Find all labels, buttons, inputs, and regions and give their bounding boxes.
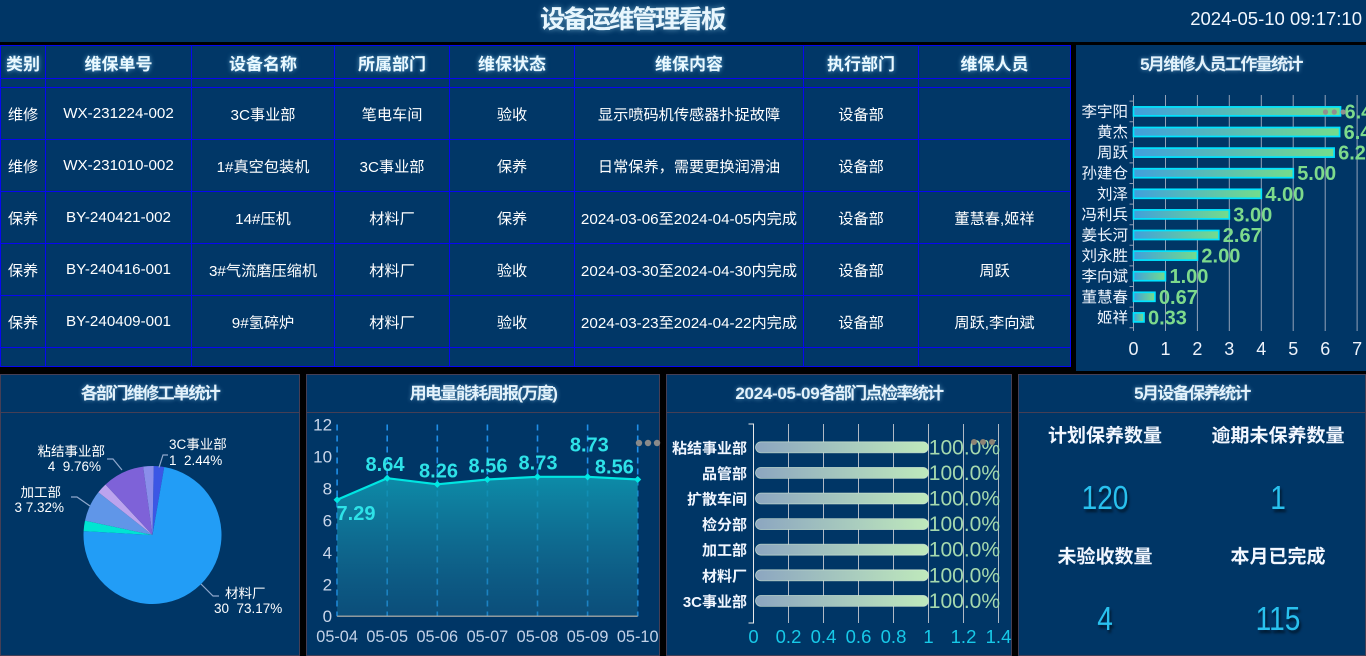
svg-text:材料厂: 材料厂 xyxy=(225,586,266,601)
svg-text:100.0%: 100.0% xyxy=(929,539,1000,562)
svg-text:2: 2 xyxy=(323,575,332,594)
svg-text:0: 0 xyxy=(323,607,332,626)
svg-text:100.0%: 100.0% xyxy=(929,513,1000,536)
svg-text:2: 2 xyxy=(1192,339,1202,359)
svg-text:孙建仓: 孙建仓 xyxy=(1081,165,1128,183)
svg-text:2.67: 2.67 xyxy=(1223,225,1262,247)
svg-text:李向斌: 李向斌 xyxy=(1081,268,1128,286)
svg-text:8.26: 8.26 xyxy=(419,461,458,483)
svg-text:0.4: 0.4 xyxy=(811,626,837,647)
svg-text:0: 0 xyxy=(1128,339,1138,359)
svg-text:05-09: 05-09 xyxy=(567,628,609,646)
svg-text:黄杰: 黄杰 xyxy=(1097,124,1128,142)
svg-text:董慧春: 董慧春 xyxy=(1081,288,1128,306)
svg-text:8.56: 8.56 xyxy=(595,457,634,479)
svg-text:05-05: 05-05 xyxy=(366,628,408,646)
svg-text:粘结事业部: 粘结事业部 xyxy=(672,440,747,457)
svg-text:100.0%: 100.0% xyxy=(929,462,1000,485)
svg-text:8.64: 8.64 xyxy=(366,454,406,476)
svg-text:6: 6 xyxy=(323,511,332,530)
svg-text:2.00: 2.00 xyxy=(1201,246,1240,268)
svg-text:5: 5 xyxy=(1288,339,1298,359)
svg-text:05-08: 05-08 xyxy=(517,628,559,646)
svg-text:05-06: 05-06 xyxy=(416,628,458,646)
svg-text:4.00: 4.00 xyxy=(1265,184,1304,206)
svg-text:3.00: 3.00 xyxy=(1233,204,1272,226)
svg-text:6.28: 6.28 xyxy=(1338,143,1366,165)
svg-text:冯利兵: 冯利兵 xyxy=(1081,207,1128,224)
svg-text:10: 10 xyxy=(313,448,332,467)
svg-text:0.2: 0.2 xyxy=(776,626,802,647)
svg-text:3C事业部: 3C事业部 xyxy=(683,594,747,611)
svg-text:1.2: 1.2 xyxy=(951,626,977,647)
svg-text:8.73: 8.73 xyxy=(570,434,609,456)
svg-text:6.48: 6.48 xyxy=(1345,101,1366,123)
svg-text:3: 3 xyxy=(1224,339,1234,359)
svg-text:30 73.17%: 30 73.17% xyxy=(214,601,282,616)
svg-text:0.67: 0.67 xyxy=(1159,287,1198,309)
svg-text:8.73: 8.73 xyxy=(519,453,558,475)
svg-text:0: 0 xyxy=(748,626,758,647)
svg-text:材料厂: 材料厂 xyxy=(702,568,747,585)
svg-text:0.6: 0.6 xyxy=(846,626,872,647)
svg-text:刘泽: 刘泽 xyxy=(1097,185,1128,203)
svg-text:4 9.76%: 4 9.76% xyxy=(48,459,101,474)
svg-text:100.0%: 100.0% xyxy=(929,564,1000,587)
svg-text:姬祥: 姬祥 xyxy=(1097,309,1128,327)
svg-text:李宇阳: 李宇阳 xyxy=(1081,103,1128,121)
svg-text:3 7.32%: 3 7.32% xyxy=(14,500,64,515)
svg-text:0.8: 0.8 xyxy=(881,626,907,647)
svg-text:粘结事业部: 粘结事业部 xyxy=(38,444,106,459)
svg-text:7.29: 7.29 xyxy=(337,503,376,525)
svg-text:8.56: 8.56 xyxy=(469,455,508,477)
svg-text:1.4: 1.4 xyxy=(986,626,1012,647)
svg-text:0.33: 0.33 xyxy=(1148,307,1187,329)
svg-text:12: 12 xyxy=(313,416,332,435)
svg-text:100.0%: 100.0% xyxy=(929,590,1000,613)
svg-text:扩散车间: 扩散车间 xyxy=(687,492,747,509)
svg-text:05-04: 05-04 xyxy=(316,628,358,646)
svg-text:姜长河: 姜长河 xyxy=(1081,227,1128,245)
svg-text:1: 1 xyxy=(1160,339,1170,359)
svg-text:刘永胜: 刘永胜 xyxy=(1081,247,1128,265)
svg-text:05-10: 05-10 xyxy=(617,628,659,646)
svg-text:5.00: 5.00 xyxy=(1297,163,1336,185)
svg-text:加工部: 加工部 xyxy=(702,543,747,560)
svg-text:加工部: 加工部 xyxy=(21,485,62,500)
svg-text:3C事业部: 3C事业部 xyxy=(169,437,227,452)
svg-text:周跃: 周跃 xyxy=(1097,145,1129,162)
svg-text:6.45: 6.45 xyxy=(1344,122,1366,144)
svg-text:品管部: 品管部 xyxy=(702,466,747,483)
svg-text:1 2.44%: 1 2.44% xyxy=(169,453,222,468)
svg-text:4: 4 xyxy=(1256,339,1266,359)
svg-text:100.0%: 100.0% xyxy=(929,488,1000,511)
svg-text:4: 4 xyxy=(323,543,332,562)
svg-text:检分部: 检分部 xyxy=(702,517,747,534)
svg-text:1: 1 xyxy=(923,626,933,647)
svg-text:7: 7 xyxy=(1352,339,1362,359)
svg-text:1.00: 1.00 xyxy=(1170,266,1209,288)
svg-text:6: 6 xyxy=(1320,339,1330,359)
svg-text:100.0%: 100.0% xyxy=(929,436,1000,459)
svg-text:05-07: 05-07 xyxy=(467,628,509,646)
svg-text:8: 8 xyxy=(323,479,332,498)
